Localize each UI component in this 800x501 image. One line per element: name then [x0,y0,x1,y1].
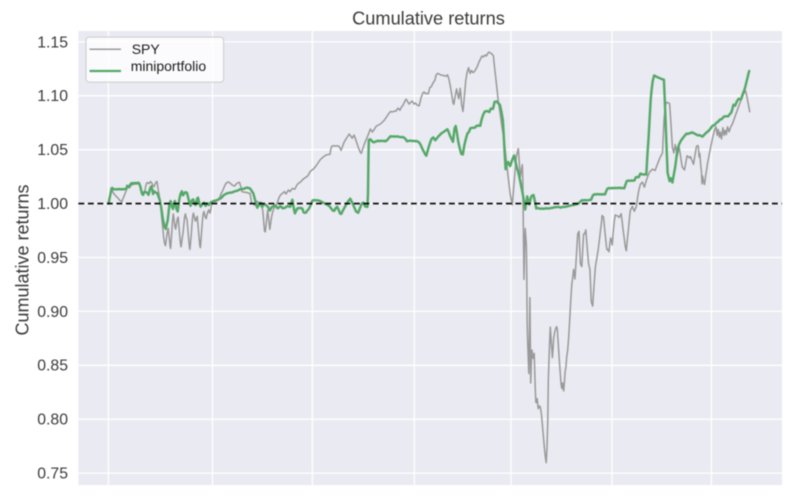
svg-text:1.05: 1.05 [37,142,68,159]
svg-text:Cumulative returns: Cumulative returns [12,184,32,335]
svg-text:0.95: 0.95 [37,250,68,267]
svg-text:0.90: 0.90 [37,304,68,321]
svg-text:0.80: 0.80 [37,412,68,429]
svg-text:Cumulative returns: Cumulative returns [352,9,505,29]
svg-text:0.75: 0.75 [37,466,68,483]
svg-text:SPY: SPY [132,41,161,57]
svg-text:miniportfolio: miniportfolio [131,58,207,74]
svg-text:1.00: 1.00 [37,196,68,213]
svg-text:0.85: 0.85 [37,358,68,375]
svg-text:1.15: 1.15 [37,34,68,51]
svg-text:1.10: 1.10 [37,88,68,105]
